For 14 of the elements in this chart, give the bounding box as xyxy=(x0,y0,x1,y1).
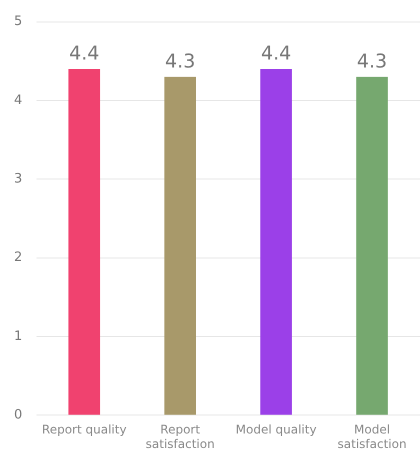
x-tick-label: Model quality xyxy=(236,422,317,437)
x-tick-label: Report quality xyxy=(42,422,127,437)
data-label: 4.4 xyxy=(69,42,100,64)
data-label: 4.3 xyxy=(356,50,388,72)
data-label: 4.3 xyxy=(165,50,196,72)
y-tick-label: 1 xyxy=(14,328,22,344)
x-tick-label: Model satisfaction xyxy=(338,422,407,451)
x-tick-label: Report satisfaction xyxy=(146,422,215,451)
y-tick-label: 2 xyxy=(14,250,22,266)
y-tick-label: 0 xyxy=(14,408,22,423)
data-label: 4.4 xyxy=(260,42,292,64)
y-tick-label: 5 xyxy=(14,14,22,30)
y-tick-label: 3 xyxy=(14,172,22,187)
y-tick-label: 4 xyxy=(14,92,22,108)
